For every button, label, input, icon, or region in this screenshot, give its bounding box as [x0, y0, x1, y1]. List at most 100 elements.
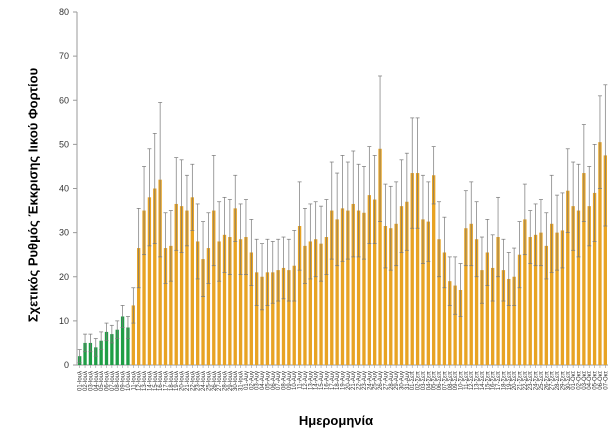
x-tick-label: 10-Σεπ: [459, 371, 465, 390]
bar: [137, 248, 141, 365]
bar: [83, 342, 87, 365]
bar: [179, 206, 184, 365]
bar: [142, 210, 146, 365]
bar: [512, 276, 516, 365]
bar: [603, 155, 607, 365]
x-tick-label: 06-Οκτ: [598, 370, 604, 389]
x-tick-label: 01-Οκτ: [571, 370, 577, 389]
x-tick-label: 24-Ιουλ: [201, 371, 207, 391]
x-tick-label: 30-Ιουλ: [233, 371, 239, 391]
bar: [394, 223, 398, 365]
x-tick-label: 14-Ιουλ: [147, 371, 153, 391]
bar: [389, 228, 393, 365]
x-tick-label: 02-Σεπ: [416, 371, 422, 390]
bar: [276, 270, 280, 365]
bar: [458, 289, 463, 365]
bar: [190, 197, 194, 365]
x-tick-label: 04-Ιουλ: [94, 371, 100, 391]
bar: [405, 201, 409, 365]
x-tick-label: 23-Ιουλ: [196, 371, 202, 391]
x-tick-label: 12-Σεπ: [469, 371, 475, 390]
x-tick-label: 01-Αυγ: [244, 371, 250, 390]
x-tick-label: 05-Αυγ: [265, 371, 271, 390]
bar: [373, 199, 377, 365]
bar: [453, 285, 457, 365]
bar: [528, 237, 532, 365]
x-tick-label: 26-Ιουλ: [212, 371, 218, 391]
bar: [255, 272, 259, 365]
bar: [587, 206, 591, 365]
x-tick-label: 25-Ιουλ: [206, 371, 212, 391]
bar: [566, 190, 570, 365]
bar: [126, 327, 130, 365]
bar: [147, 197, 152, 365]
x-tick-label: 09-Ιουλ: [121, 371, 127, 391]
x-tick-label: 20-Ιουλ: [180, 371, 186, 391]
bar: [131, 305, 135, 365]
bar: [367, 195, 371, 365]
bar: [319, 243, 323, 365]
x-tick-label: 16-Αυγ: [324, 371, 330, 390]
bar: [196, 241, 200, 365]
bar: [576, 210, 581, 365]
bar: [249, 252, 253, 365]
bar: [88, 342, 93, 365]
bar: [496, 237, 500, 365]
x-tick-label: 13-Σεπ: [475, 371, 481, 390]
x-tick-label: 21-Σεπ: [518, 371, 524, 390]
x-tick-label: 07-Αυγ: [276, 371, 282, 390]
x-tick-label: 18-Σεπ: [501, 371, 507, 390]
x-tick-label: 07-Οκτ: [603, 370, 609, 389]
bar: [238, 239, 243, 365]
x-tick-label: 18-Αυγ: [335, 371, 341, 390]
y-tick-label: 30: [59, 228, 69, 238]
bar: [110, 334, 114, 365]
bar: [169, 245, 173, 365]
x-tick-label: 06-Σεπ: [437, 371, 443, 390]
x-tick-label: 21-Αυγ: [351, 371, 357, 390]
x-axis-label-wrap: Ημερομηνία: [0, 413, 612, 428]
bar: [330, 210, 334, 365]
bar: [362, 212, 366, 365]
x-tick-label: 22-Ιουλ: [190, 371, 196, 391]
bar: [491, 267, 495, 365]
x-tick-label: 28-Σεπ: [555, 371, 561, 390]
x-tick-label: 10-Αυγ: [292, 371, 298, 390]
x-tick-label: 09-Σεπ: [453, 371, 459, 390]
x-tick-label: 29-Ιουλ: [228, 371, 234, 391]
bar: [308, 241, 312, 365]
x-tick-label: 02-Οκτ: [577, 370, 583, 389]
bar: [592, 192, 597, 365]
x-tick-label: 17-Αυγ: [330, 371, 336, 390]
bar: [480, 270, 484, 365]
x-tick-label: 07-Ιουλ: [110, 371, 116, 391]
x-tick-label: 31-Ιουλ: [239, 371, 245, 391]
x-tick-label: 11-Σεπ: [464, 371, 470, 390]
x-tick-label: 01-Σεπ: [410, 371, 416, 390]
bar: [555, 232, 559, 365]
x-axis-label: Ημερομηνία: [298, 413, 374, 428]
x-tick-label: 31-Αυγ: [405, 371, 411, 390]
x-tick-label: 20-Σεπ: [512, 371, 518, 390]
bar: [265, 272, 270, 365]
bar: [99, 340, 103, 365]
bar: [474, 239, 479, 365]
bar: [539, 232, 543, 365]
bar: [421, 219, 425, 365]
bar: [287, 270, 291, 365]
bar: [222, 234, 227, 365]
bar: [281, 267, 286, 365]
x-tick-label: 19-Ιουλ: [174, 371, 180, 391]
x-tick-label: 01-Ιουλ: [78, 371, 84, 391]
bar: [260, 276, 264, 365]
x-tick-label: 23-Αυγ: [362, 371, 368, 390]
x-tick-label: 07-Σεπ: [442, 371, 448, 390]
x-tick-label: 25-Σεπ: [539, 371, 545, 390]
x-tick-label: 28-Ιουλ: [223, 371, 229, 391]
bar: [582, 173, 586, 365]
bar: [212, 210, 216, 365]
bar: [163, 248, 168, 365]
bar: [340, 208, 345, 365]
y-tick-label: 40: [59, 184, 69, 194]
x-tick-label: 08-Αυγ: [282, 371, 288, 390]
